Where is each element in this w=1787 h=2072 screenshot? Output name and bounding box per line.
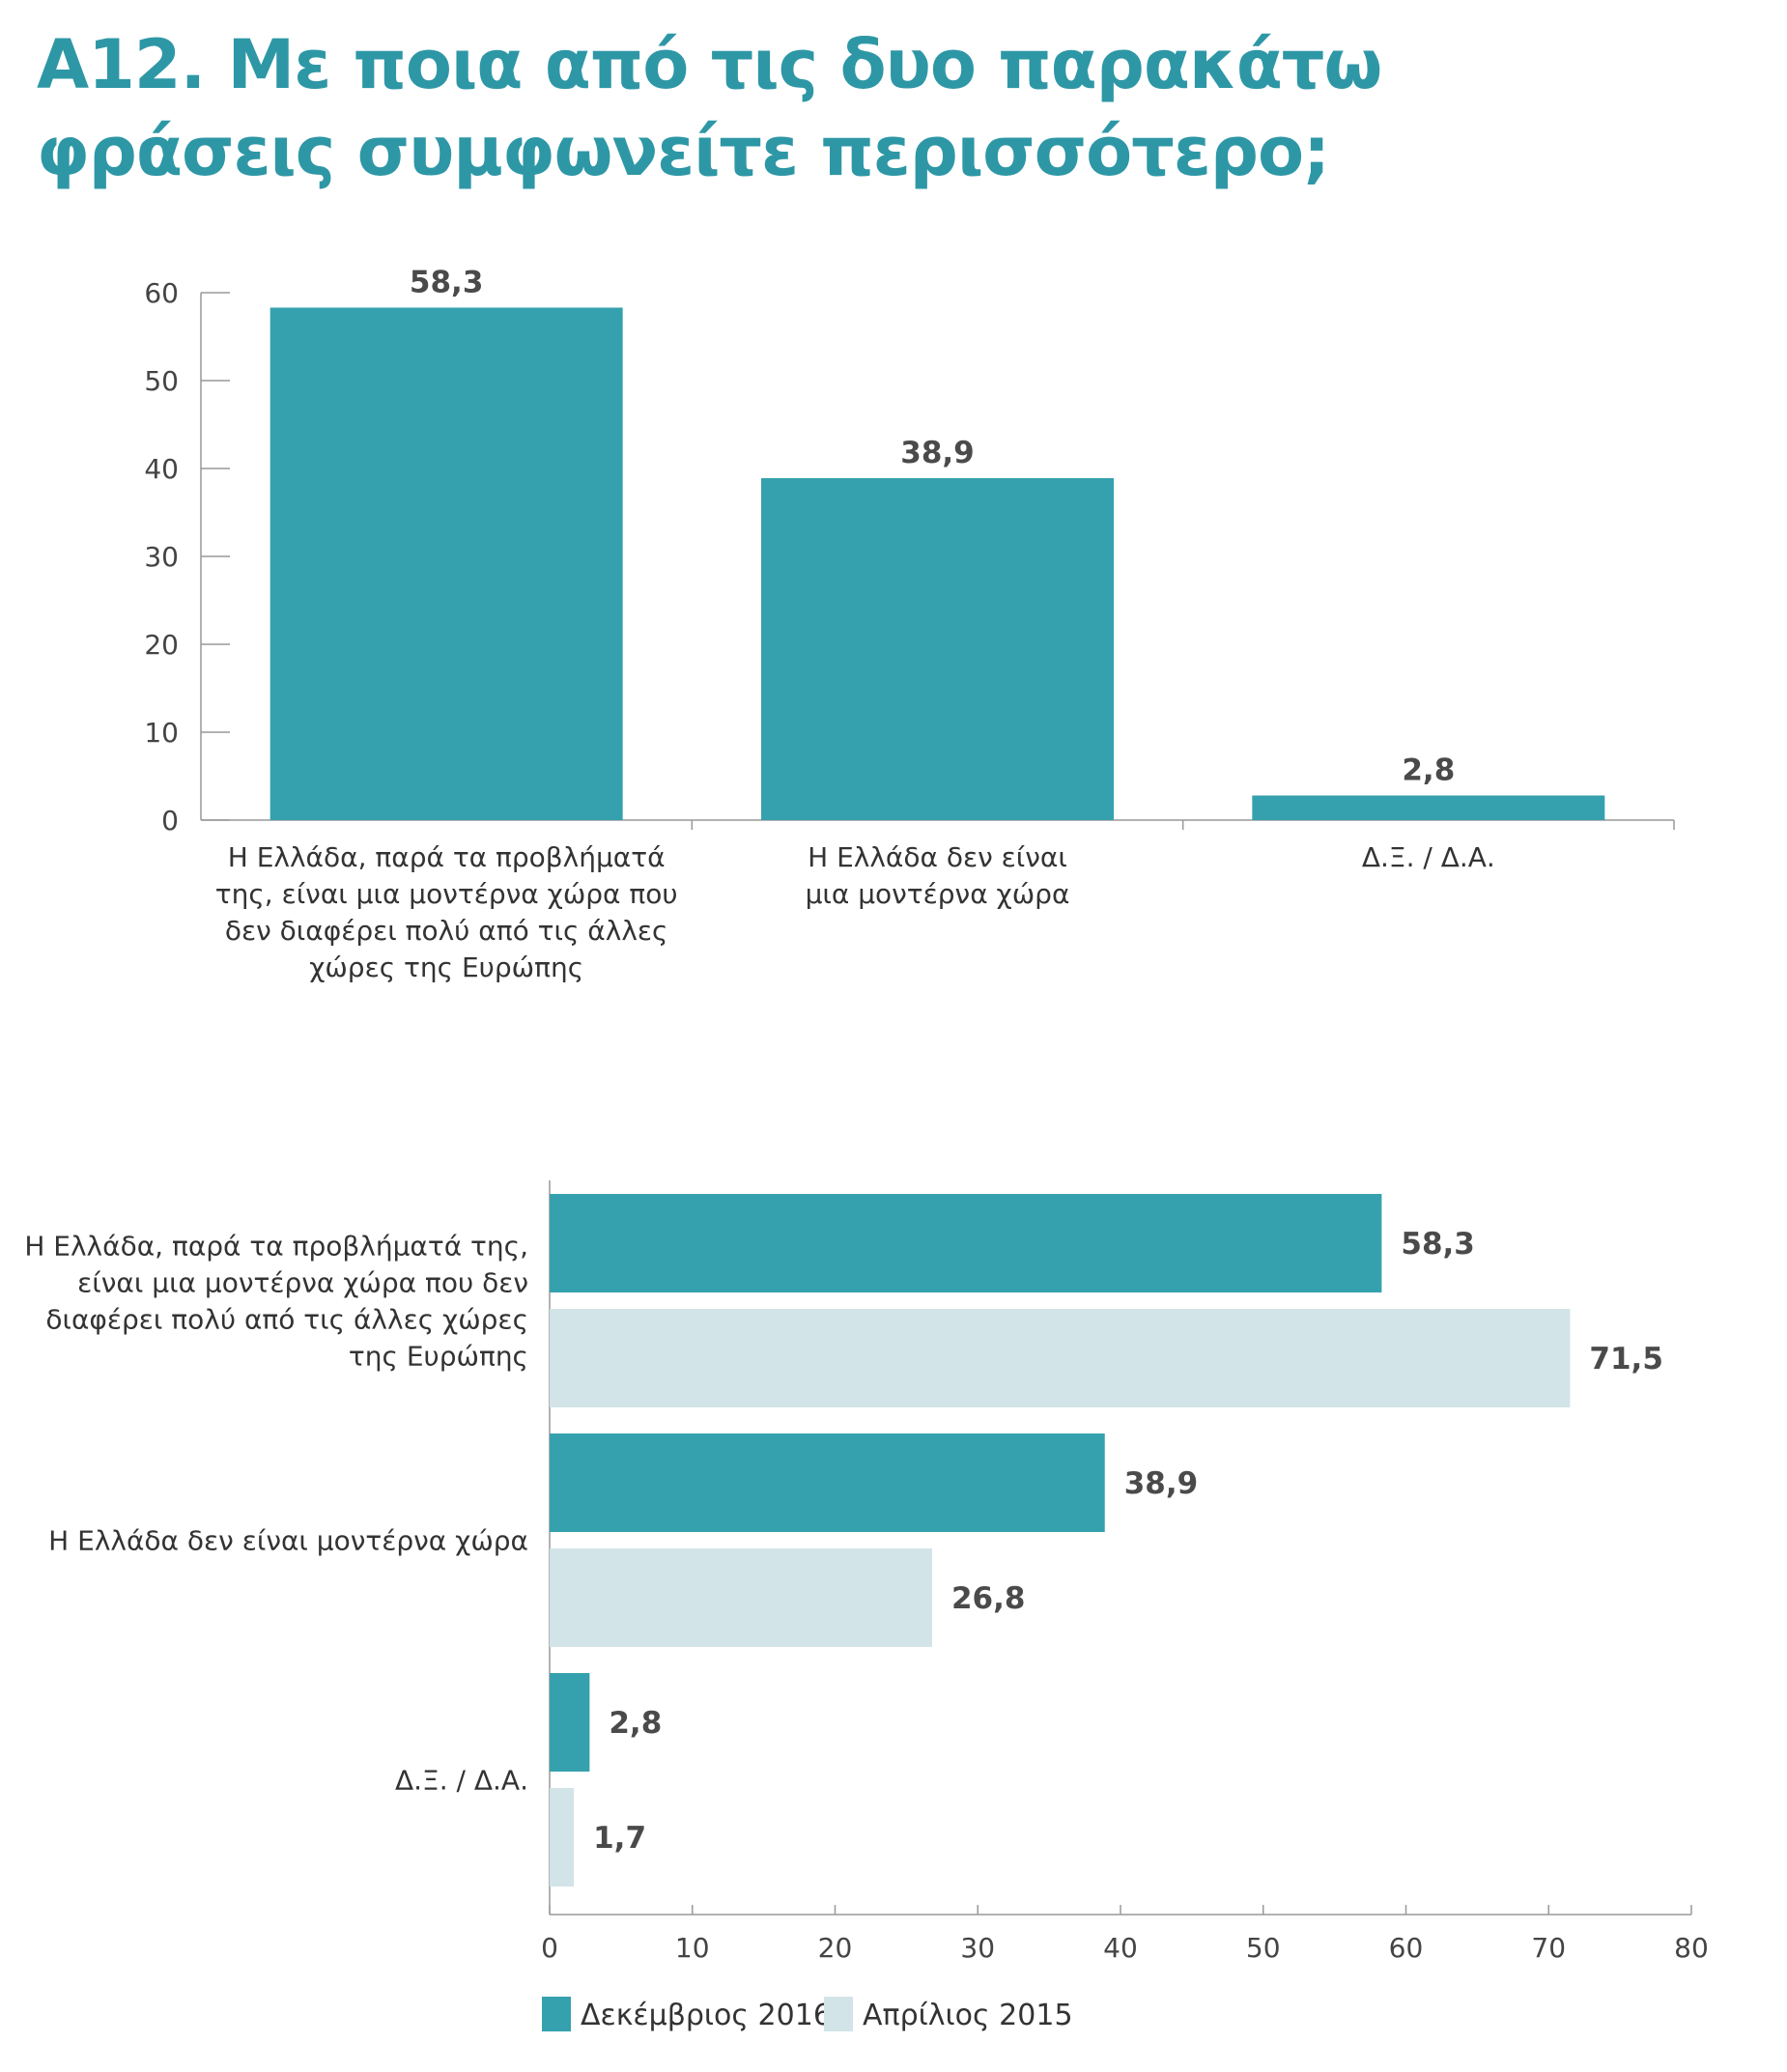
legend-label: Δεκέμβριος 2016 (581, 1999, 832, 2032)
legend-swatch (824, 1997, 853, 2031)
bar (1252, 795, 1605, 820)
category-label: Η Ελλάδα, παρά τα προβλήματά (228, 841, 666, 873)
x-tick-label: 20 (818, 1932, 853, 1964)
bar (761, 478, 1114, 820)
category-label: Η Ελλάδα δεν είναι μοντέρνα χώρα (48, 1525, 528, 1557)
x-tick-label: 10 (675, 1932, 710, 1964)
legend-label: Απρίλιος 2015 (863, 1999, 1073, 2032)
page-title: Α12. Με ποια από τις δυο παρακάτω φράσει… (37, 25, 1382, 191)
bar (550, 1788, 575, 1887)
bar (550, 1309, 1571, 1407)
x-tick-label: 0 (541, 1932, 558, 1964)
bar (550, 1548, 932, 1647)
bar-value-label: 58,3 (1401, 1227, 1475, 1262)
category-label: διαφέρει πολύ από τις άλλες χώρες (45, 1304, 528, 1336)
y-tick-label: 0 (161, 805, 179, 837)
vertical-bar-chart: 0 10 20 30 40 50 60 58,3 Η Ελλάδα, παρά τα προβλ… (144, 265, 1675, 983)
x-tick-label: 60 (1389, 1932, 1424, 1964)
category-label: είναι μια μοντέρνα χώρα που δεν (77, 1267, 528, 1299)
x-tick-label: 30 (960, 1932, 995, 1964)
category-label: της Ευρώπης (349, 1341, 528, 1373)
bar (550, 1673, 590, 1772)
legend-swatch (542, 1997, 571, 2031)
bar-value-label: 71,5 (1589, 1342, 1663, 1377)
x-tick-label: 70 (1531, 1932, 1566, 1964)
category-label: Δ.Ξ. / Δ.Α. (395, 1765, 528, 1797)
y-tick-label: 30 (144, 541, 179, 573)
category-label: χώρες της Ευρώπης (309, 951, 583, 983)
bar-value-label: 1,7 (593, 1821, 646, 1856)
y-tick-label: 10 (144, 717, 179, 749)
category-label: δεν διαφέρει πολύ από τις άλλες (225, 915, 668, 947)
bar-value-label: 2,8 (609, 1706, 662, 1741)
category-label: Η Ελλάδα δεν είναι (808, 841, 1067, 873)
y-tick-label: 40 (144, 453, 179, 485)
y-tick-label: 60 (144, 277, 179, 309)
horizontal-bar-chart: 0 10 20 30 40 50 60 70 80 58,3 71,5 Η Ελλάδα, παρά … (24, 1180, 1709, 2032)
y-tick-label: 20 (144, 629, 179, 661)
category-label: Δ.Ξ. / Δ.Α. (1362, 841, 1495, 873)
x-tick-label: 80 (1674, 1932, 1709, 1964)
bar-value-label: 38,9 (900, 436, 975, 470)
x-tick-label: 50 (1246, 1932, 1281, 1964)
bar-value-label: 2,8 (1402, 753, 1455, 788)
category-label: της, είναι μια μοντέρνα χώρα που (215, 878, 678, 910)
y-tick-label: 50 (144, 365, 179, 397)
bar (550, 1194, 1382, 1292)
bar-value-label: 38,9 (1124, 1466, 1199, 1501)
bar-value-label: 58,3 (410, 265, 484, 299)
category-label: Η Ελλάδα, παρά τα προβλήματά της, (24, 1231, 528, 1263)
bar (269, 307, 623, 821)
x-tick-label: 40 (1103, 1932, 1138, 1964)
bar (550, 1433, 1105, 1532)
category-label: μια μοντέρνα χώρα (806, 878, 1070, 910)
bar-value-label: 26,8 (951, 1581, 1026, 1616)
